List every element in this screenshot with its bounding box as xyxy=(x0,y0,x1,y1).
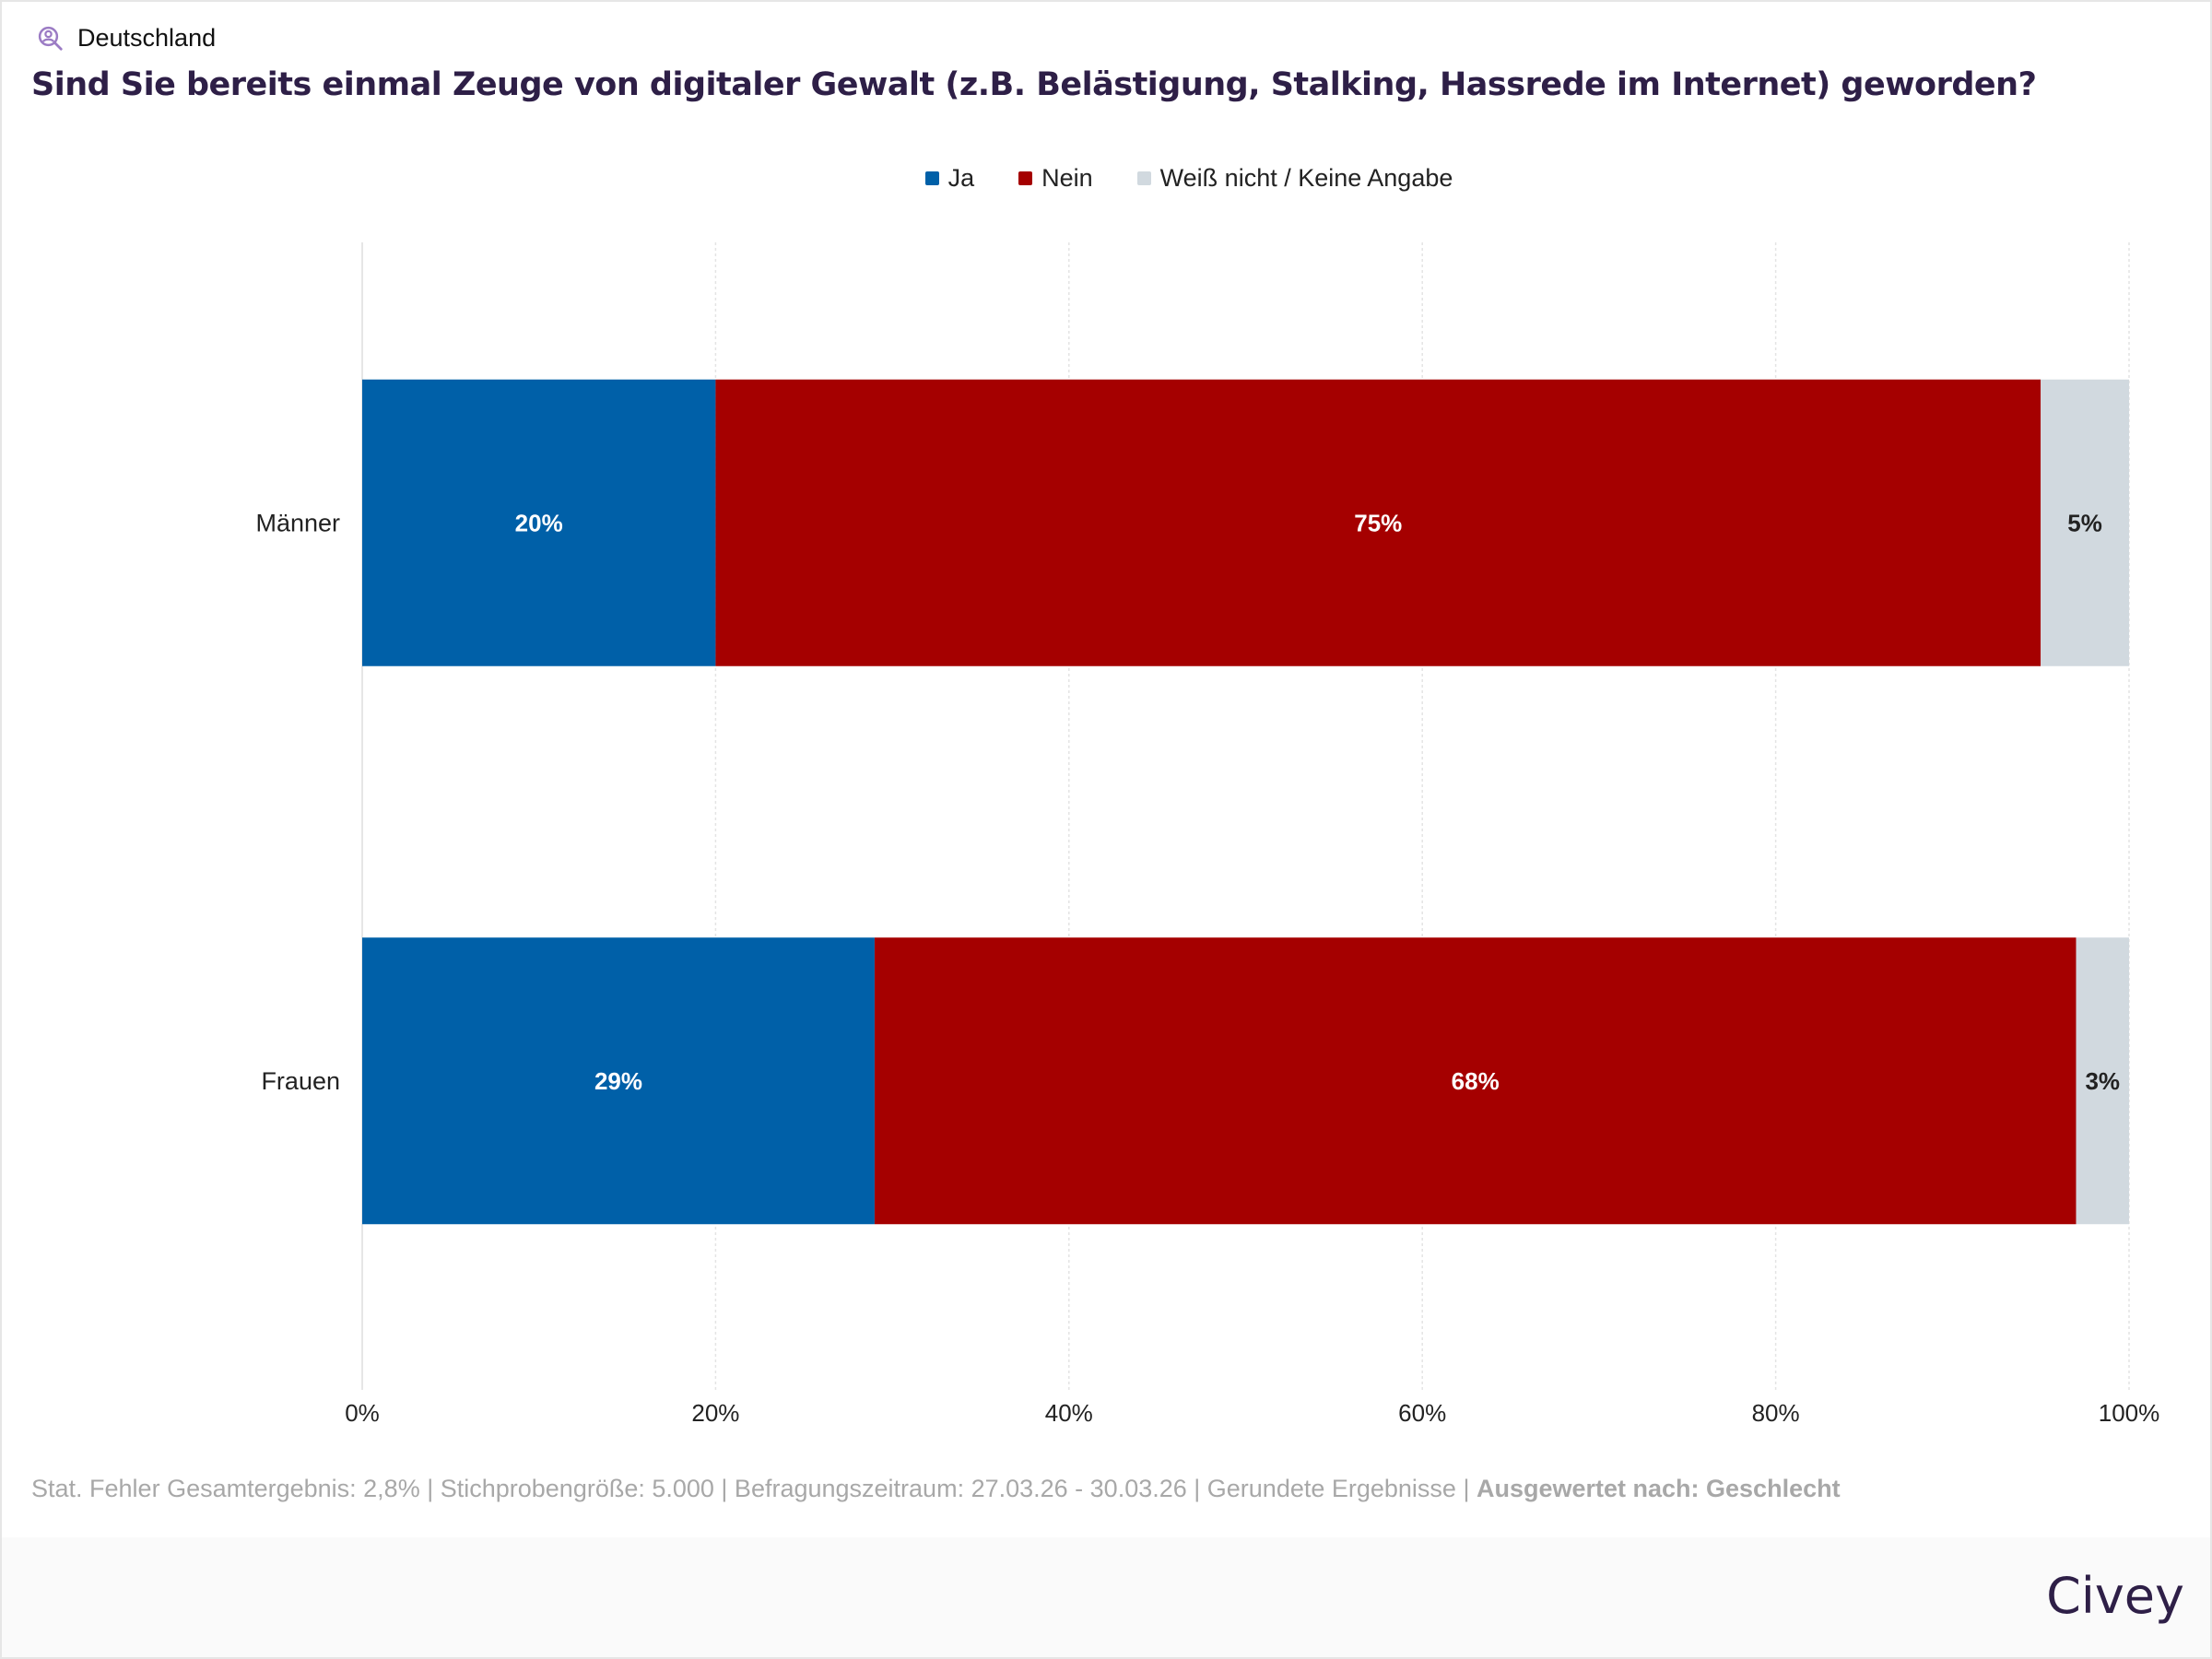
legend-swatch xyxy=(1136,171,1151,185)
data-label: 3% xyxy=(2085,1067,2120,1095)
bar-segment xyxy=(2041,379,2129,666)
footer-note-text: Stat. Fehler Gesamtergebnis: 2,8% | Stic… xyxy=(31,1475,1477,1502)
bar-segment xyxy=(362,379,716,666)
x-tick-label: 40% xyxy=(1045,1399,1093,1427)
chart-plot: 0% 20% 40% 60% 80% 100% Männer 20% 75% 5% Frauen 29… xyxy=(255,242,2160,1427)
legend-item[interactable]: Weiß nicht / Keine Angabe xyxy=(1136,164,1453,193)
legend-label: Weiß nicht / Keine Angabe xyxy=(1159,164,1453,192)
legend-swatch xyxy=(1018,171,1033,185)
x-tick-label: 80% xyxy=(1752,1399,1800,1427)
legend-item[interactable]: Ja xyxy=(924,164,975,193)
data-label: 29% xyxy=(594,1067,642,1095)
person-search-icon xyxy=(38,26,63,51)
x-tick-label: 20% xyxy=(691,1399,739,1427)
bar-segment xyxy=(2076,937,2129,1225)
legend-label: Nein xyxy=(1041,164,1093,192)
footer-band xyxy=(2,1537,2210,1657)
legend-label: Ja xyxy=(947,164,975,192)
x-tick-label: 0% xyxy=(345,1399,380,1427)
legend-item[interactable]: Nein xyxy=(1018,164,1093,193)
legend: Ja Nein Weiß nicht / Keine Angabe xyxy=(0,164,2212,193)
footer-note: Stat. Fehler Gesamtergebnis: 2,8% | Stic… xyxy=(31,1475,1841,1503)
x-tick-label: 60% xyxy=(1398,1399,1446,1427)
footer-note-bold: Ausgewertet nach: Geschlecht xyxy=(1476,1475,1841,1502)
region-text: Deutschland xyxy=(77,24,217,52)
civey-logo: Civey xyxy=(2046,1567,2184,1625)
x-tick-label: 100% xyxy=(2099,1399,2160,1427)
bar-segment xyxy=(715,379,2041,666)
data-label: 68% xyxy=(1452,1067,1500,1095)
legend-swatch xyxy=(924,171,939,185)
bar-segment xyxy=(874,937,2077,1225)
category-label: Frauen xyxy=(261,1067,340,1095)
data-label: 20% xyxy=(515,509,563,536)
category-label: Männer xyxy=(255,509,340,536)
chart-title: Sind Sie bereits einmal Zeuge von digita… xyxy=(31,66,2037,103)
region-label: Deutschland xyxy=(37,24,216,53)
data-label: 75% xyxy=(1354,509,1402,536)
data-label: 5% xyxy=(2067,509,2102,536)
bar-segment xyxy=(362,937,875,1225)
